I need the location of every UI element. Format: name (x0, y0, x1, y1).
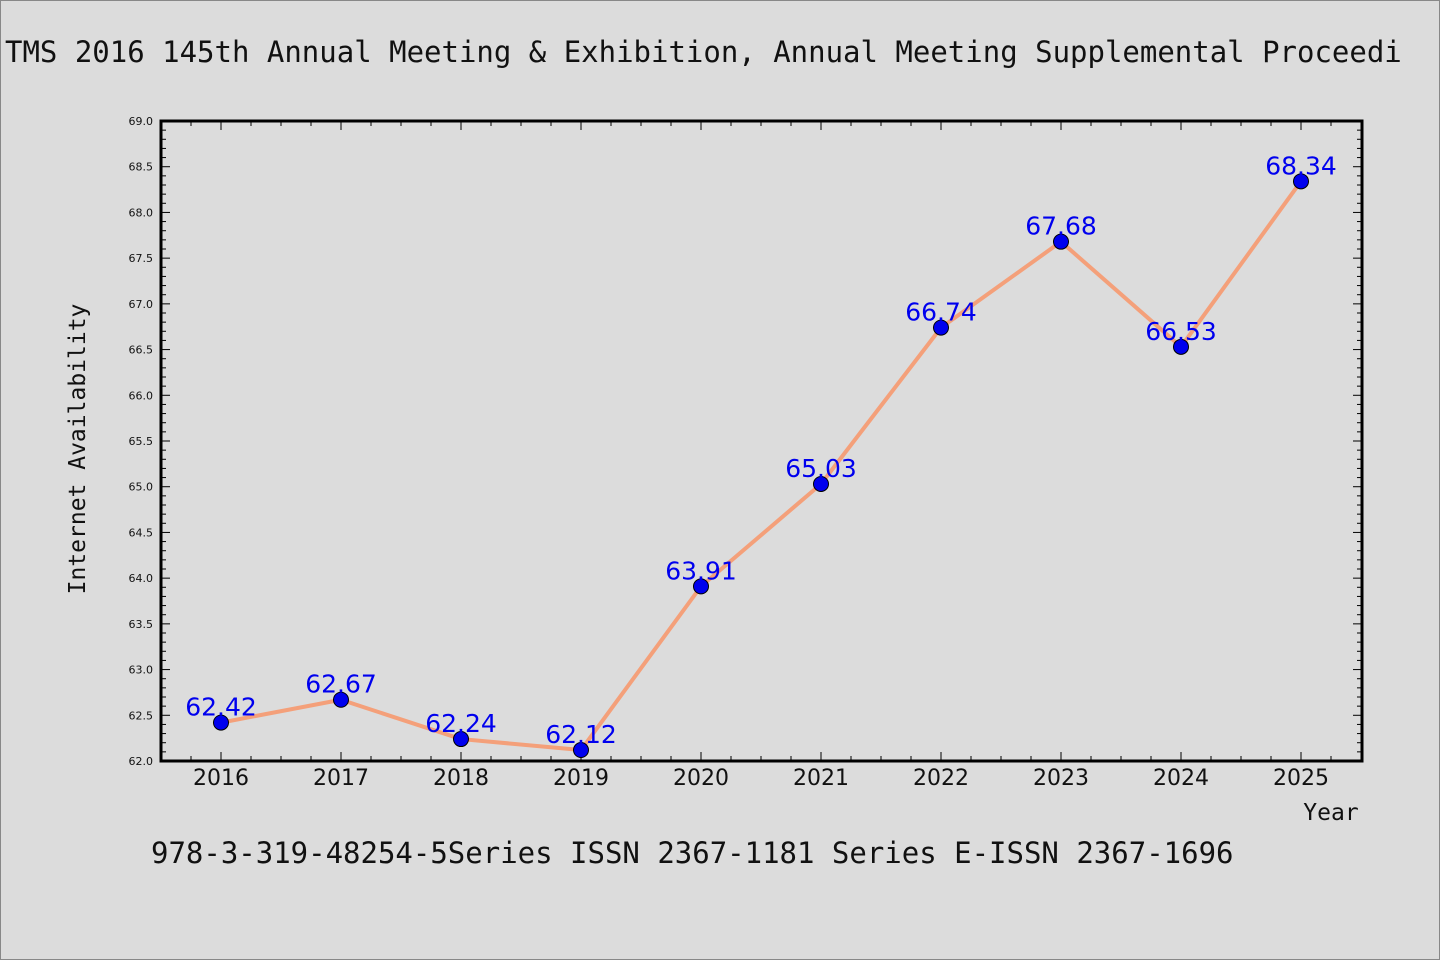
y-tick-label: 62.5 (129, 709, 154, 722)
y-tick-label: 64.5 (129, 526, 154, 539)
plot-area (159, 119, 1364, 763)
data-point-marker (693, 578, 709, 595)
data-label: 68.34 (1265, 151, 1337, 180)
x-tick-label: 2018 (433, 766, 489, 791)
x-tick-label: 2019 (553, 766, 609, 791)
data-label: 66.53 (1145, 317, 1217, 346)
markers-group (213, 173, 1309, 759)
data-label: 62.24 (425, 709, 497, 738)
chart-title: TMS 2016 145th Annual Meeting & Exhibiti… (5, 35, 1402, 69)
data-point-marker (1293, 173, 1309, 190)
x-axis-ticks: 2016 2017 2018 2019 2020 2021 2022 2023 2024 2025 (190, 121, 1332, 791)
data-label: 62.42 (185, 693, 257, 722)
x-tick-label: 2025 (1273, 766, 1329, 791)
y-tick-label: 67.0 (129, 298, 154, 311)
y-tick-label: 66.5 (129, 344, 154, 357)
y-tick-label: 66.0 (129, 389, 154, 402)
y-tick-label: 65.5 (129, 435, 154, 448)
x-tick-label: 2024 (1153, 766, 1209, 791)
y-tick-label: 62.0 (129, 755, 154, 768)
data-point-marker (573, 742, 589, 759)
data-point-marker (933, 319, 949, 336)
series-line-group (220, 180, 1303, 753)
x-tick-label: 2017 (313, 766, 369, 791)
data-label: 63.91 (665, 556, 737, 585)
footer-text: 978-3-319-48254-5Series ISSN 2367-1181 S… (151, 836, 1234, 870)
x-tick-label: 2016 (193, 766, 249, 791)
y-tick-label: 63.5 (129, 618, 154, 631)
y-axis-label: Internet Availability (65, 304, 91, 595)
x-tick-label: 2023 (1033, 766, 1089, 791)
data-label: 67.68 (1025, 212, 1097, 241)
y-axis-ticks: 62.0 62.5 63.0 63.5 64.0 64.5 65.0 65.5 66.0 66.5… (129, 115, 1362, 768)
data-point-marker (813, 475, 829, 492)
data-labels-group: 62.42 62.67 62.24 62.12 63.91 65.03 66.74 67.68… (185, 151, 1337, 749)
data-label: 66.74 (905, 298, 977, 327)
data-label: 62.67 (305, 670, 377, 699)
data-point-marker (1053, 233, 1069, 250)
data-label: 65.03 (785, 454, 857, 483)
data-point-marker (333, 691, 349, 708)
y-tick-label: 63.0 (129, 664, 154, 677)
x-axis-label: Year (1303, 800, 1358, 826)
y-tick-label: 68.5 (129, 161, 154, 174)
y-tick-label: 67.5 (129, 252, 154, 265)
data-point-marker (1173, 338, 1189, 355)
y-tick-label: 68.0 (129, 206, 154, 219)
x-tick-label: 2022 (913, 766, 969, 791)
data-label: 62.12 (545, 720, 617, 749)
y-tick-label: 64.0 (129, 572, 154, 585)
x-tick-label: 2020 (673, 766, 729, 791)
data-point-marker (453, 731, 469, 748)
data-point-marker (213, 714, 229, 731)
series-line (220, 180, 1303, 753)
y-tick-label: 69.0 (129, 115, 154, 128)
y-tick-label: 65.0 (129, 481, 154, 494)
x-tick-label: 2021 (793, 766, 849, 791)
